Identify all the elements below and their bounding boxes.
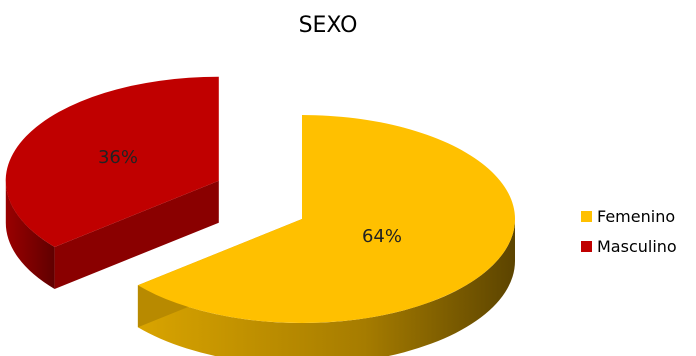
legend: Femenino Masculino <box>581 207 677 256</box>
pie-slice-femenino-top <box>137 115 516 323</box>
pie-slice-masculino-cut <box>54 180 219 289</box>
pie-slice-masculino: 36% <box>5 76 219 289</box>
legend-label-masculino: Masculino <box>597 237 677 256</box>
chart-title: SEXO <box>299 13 358 38</box>
legend-item-masculino: Masculino <box>581 237 677 256</box>
data-label-masculino: 36% <box>98 147 138 168</box>
legend-swatch-masculino <box>581 241 592 252</box>
pie-slice-femenino-side <box>137 219 515 356</box>
legend-swatch-femenino <box>581 211 592 222</box>
pie-slice-femenino: 64% <box>137 115 516 356</box>
legend-item-femenino: Femenino <box>581 207 675 226</box>
legend-label-femenino: Femenino <box>597 207 675 226</box>
pie-slice-masculino-side <box>5 180 55 289</box>
data-label-femenino: 64% <box>362 226 402 247</box>
pie-slice-masculino-top <box>5 76 219 247</box>
